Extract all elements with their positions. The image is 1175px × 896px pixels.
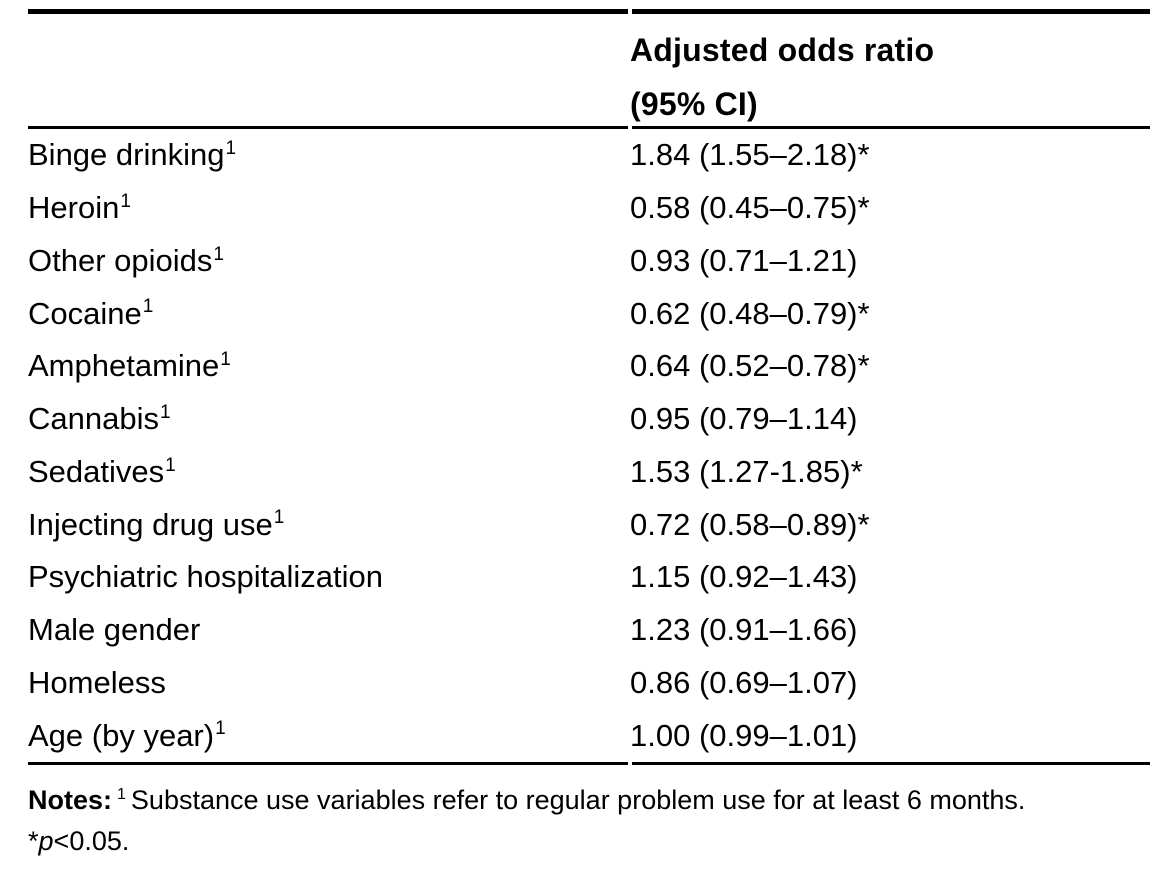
row-label-text: Injecting drug use (28, 506, 273, 542)
row-value: 0.62 (0.48–0.79)* (630, 295, 870, 331)
row-value: 0.72 (0.58–0.89)* (630, 506, 870, 542)
odds-ratio-table: Adjusted odds ratio (95% CI) Binge drink… (28, 0, 1150, 862)
notes-text: Substance use variables refer to regular… (130, 785, 1026, 815)
table-bottom-rule (28, 762, 1150, 765)
row-label-text: Psychiatric hospitalization (28, 559, 383, 595)
row-value: 1.23 (0.91–1.66) (630, 612, 858, 648)
p-value-threshold: <0.05. (53, 826, 130, 856)
row-value: 1.00 (0.99–1.01) (630, 717, 858, 753)
footnote-superscript: 1 (225, 138, 237, 160)
footnote-superscript: 1 (159, 401, 171, 423)
row-label: Binge drinking1 (28, 137, 630, 173)
table-row: Sedatives1 1.53 (1.27-1.85)* (28, 446, 1150, 499)
table-header-rule (28, 126, 1150, 129)
table-notes: Notes: 1 Substance use variables refer to … (28, 765, 1150, 862)
header-line-2: (95% CI) (630, 86, 758, 122)
row-label-text: Amphetamine (28, 348, 220, 384)
table-row: Psychiatric hospitalization 1.15 (0.92–1… (28, 551, 1150, 604)
row-value: 1.53 (1.27-1.85)* (630, 453, 863, 489)
header-label-column (28, 14, 630, 126)
table-row: Binge drinking1 1.84 (1.55–2.18)* (28, 129, 1150, 182)
notes-label: Notes: (28, 785, 113, 815)
row-label: Male gender (28, 612, 630, 648)
table-row: Male gender 1.23 (0.91–1.66) (28, 604, 1150, 657)
row-label: Homeless (28, 665, 630, 701)
notes-footnote-superscript: 1 (117, 786, 126, 803)
row-label-text: Homeless (28, 664, 166, 700)
row-value: 1.84 (1.55–2.18)* (630, 137, 870, 173)
table-row: Amphetamine1 0.64 (0.52–0.78)* (28, 340, 1150, 393)
row-label-text: Cocaine (28, 295, 142, 331)
row-label-text: Age (by year) (28, 717, 215, 753)
table-row: Cannabis1 0.95 (0.79–1.14) (28, 393, 1150, 446)
row-label-text: Binge drinking (28, 137, 225, 173)
row-label: Other opioids1 (28, 243, 630, 279)
table-top-rule (28, 9, 1150, 14)
table-row: Homeless 0.86 (0.69–1.07) (28, 657, 1150, 710)
row-value: 0.86 (0.69–1.07) (630, 664, 858, 700)
notes-line-1: Notes: 1 Substance use variables refer to … (28, 780, 1150, 821)
row-label: Age (by year)1 (28, 718, 630, 754)
row-label: Injecting drug use1 (28, 507, 630, 543)
footnote-superscript: 1 (120, 190, 131, 212)
row-label: Heroin1 (28, 190, 630, 226)
row-value: 0.93 (0.71–1.21) (630, 242, 858, 278)
table-row: Heroin1 0.58 (0.45–0.75)* (28, 182, 1150, 235)
footnote-superscript: 1 (165, 454, 176, 476)
row-label-text: Other opioids (28, 242, 213, 278)
notes-line-2: *p<0.05. (28, 821, 1150, 862)
row-value: 0.64 (0.52–0.78)* (630, 348, 870, 384)
row-label: Sedatives1 (28, 454, 630, 490)
p-value-symbol: p (38, 826, 54, 856)
table-row: Cocaine1 0.62 (0.48–0.79)* (28, 287, 1150, 340)
table-row: Other opioids1 0.93 (0.71–1.21) (28, 235, 1150, 288)
row-label-text: Heroin (28, 190, 120, 226)
row-label-text: Cannabis (28, 401, 159, 437)
footnote-superscript: 1 (213, 243, 224, 265)
row-value: 1.15 (0.92–1.43) (630, 559, 858, 595)
row-label: Amphetamine1 (28, 348, 630, 384)
row-label: Cannabis1 (28, 401, 630, 437)
footnote-superscript: 1 (215, 718, 226, 740)
row-value: 0.58 (0.45–0.75)* (630, 190, 870, 226)
table-header-row: Adjusted odds ratio (95% CI) (28, 14, 1150, 126)
footnote-superscript: 1 (273, 507, 285, 529)
footnote-superscript: 1 (142, 296, 154, 318)
row-label-text: Sedatives (28, 453, 165, 489)
header-value-column: Adjusted odds ratio (95% CI) (630, 14, 1150, 126)
row-label: Psychiatric hospitalization (28, 559, 630, 595)
row-label-text: Male gender (28, 612, 201, 648)
significance-star: * (28, 826, 39, 856)
table-row: Age (by year)1 1.00 (0.99–1.01) (28, 709, 1150, 762)
footnote-superscript: 1 (220, 349, 231, 371)
header-line-1: Adjusted odds ratio (630, 32, 935, 68)
table-row: Injecting drug use1 0.72 (0.58–0.89)* (28, 498, 1150, 551)
row-value: 0.95 (0.79–1.14) (630, 401, 858, 437)
row-label: Cocaine1 (28, 296, 630, 332)
